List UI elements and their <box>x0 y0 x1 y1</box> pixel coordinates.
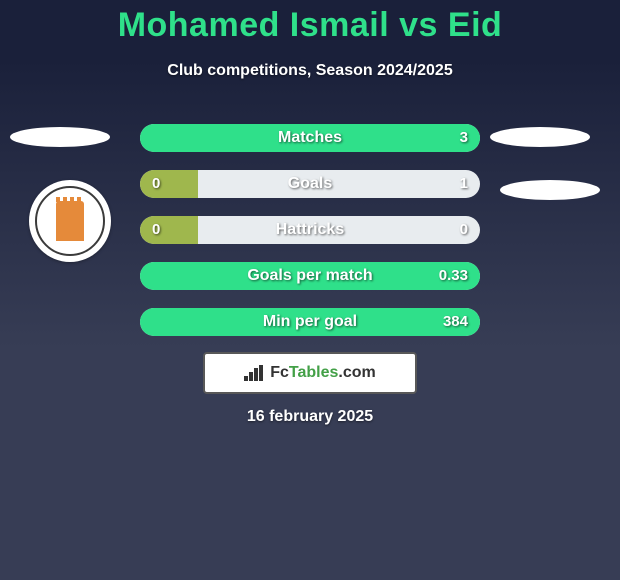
player-right-placeholder-1 <box>490 127 590 147</box>
stat-right-value: 1 <box>448 170 480 198</box>
brand-label: FcTables.com <box>270 364 376 382</box>
player-left-placeholder <box>10 127 110 147</box>
bar-chart-icon <box>244 365 264 381</box>
background <box>0 0 620 580</box>
club-badge-inner <box>35 186 105 256</box>
brand-com: .com <box>338 364 375 381</box>
player-right-placeholder-2 <box>500 180 600 200</box>
tower-icon <box>56 201 84 241</box>
stat-right-value: 0 <box>448 216 480 244</box>
stat-row: Hattricks00 <box>140 216 480 244</box>
brand-tables: Tables <box>289 364 339 381</box>
brand-box: FcTables.com <box>203 352 417 394</box>
club-badge-left <box>29 180 111 262</box>
page-subtitle: Club competitions, Season 2024/2025 <box>0 62 620 80</box>
stat-left-fill <box>140 216 198 244</box>
stat-right-fill <box>140 262 480 290</box>
stat-left-fill <box>140 170 198 198</box>
brand-fc: Fc <box>270 364 289 381</box>
stat-right-fill <box>140 124 480 152</box>
stat-row: Goals per match0.33 <box>140 262 480 290</box>
date-label: 16 february 2025 <box>0 408 620 426</box>
comparison-infographic: Mohamed Ismail vs Eid Club competitions,… <box>0 0 620 580</box>
page-title: Mohamed Ismail vs Eid <box>0 6 620 45</box>
stat-row: Goals01 <box>140 170 480 198</box>
stat-right-fill <box>140 308 480 336</box>
stat-row: Matches3 <box>140 124 480 152</box>
stat-row: Min per goal384 <box>140 308 480 336</box>
